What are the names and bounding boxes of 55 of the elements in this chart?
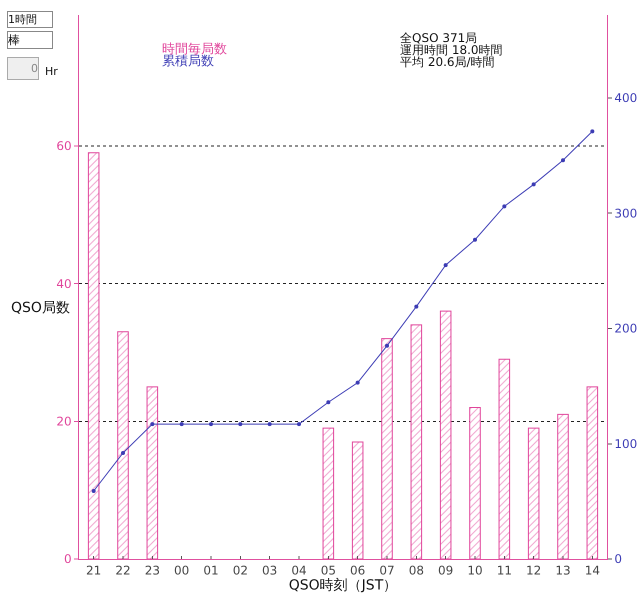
annotation: 全QSO 371局 — [400, 31, 478, 45]
y-tick-label: 60 — [56, 139, 72, 154]
x-tick-label: 00 — [174, 563, 190, 578]
point — [238, 422, 242, 426]
point — [502, 204, 506, 208]
point — [268, 422, 272, 426]
x-tick-label: 10 — [467, 563, 483, 578]
point — [561, 158, 565, 162]
point — [297, 422, 301, 426]
annotation: 平均 20.6局/時間 — [400, 55, 495, 69]
y-tick-label: 40 — [56, 276, 72, 291]
point — [180, 422, 184, 426]
point — [209, 422, 213, 426]
y2-tick-label: 100 — [614, 436, 638, 451]
y2-tick-label: 300 — [614, 206, 638, 220]
point — [121, 450, 125, 455]
point — [92, 489, 96, 493]
text: 1時間 — [8, 13, 37, 26]
x-tick-label: 12 — [526, 563, 542, 578]
x-tick-label: 22 — [115, 563, 131, 578]
y-tick-label: 0 — [64, 552, 72, 566]
x-axis-title: QSO時刻（JST） — [288, 577, 398, 594]
text: Hr — [45, 65, 58, 78]
x-tick-label: 21 — [86, 563, 102, 578]
x-tick-label: 09 — [438, 563, 454, 578]
x-tick-label: 05 — [320, 563, 336, 578]
point — [590, 129, 594, 134]
x-tick-label: 07 — [379, 563, 395, 578]
x-tick-label: 02 — [232, 563, 248, 578]
point — [356, 380, 360, 385]
point — [414, 304, 418, 309]
y2-tick-label: 400 — [614, 91, 638, 106]
x-tick-label: 14 — [584, 563, 600, 578]
annotation: 運用時間 18.0時間 — [400, 43, 503, 57]
text: 0 — [31, 62, 38, 75]
point — [532, 182, 536, 186]
y-tick-label: 20 — [56, 414, 72, 428]
y-axis-title: QSO局数 — [11, 300, 70, 316]
y2-tick-label: 200 — [614, 322, 638, 336]
x-tick-label: 11 — [496, 563, 512, 578]
x-tick-label: 13 — [555, 563, 571, 578]
point — [150, 422, 154, 426]
y2-tick-label: 0 — [614, 552, 622, 566]
point — [444, 263, 448, 268]
text: 棒 — [8, 33, 20, 47]
x-tick-label: 04 — [291, 563, 307, 578]
x-tick-label: 03 — [262, 563, 278, 578]
x-tick-label: 23 — [144, 563, 160, 578]
point — [326, 400, 330, 404]
x-tick-label: 01 — [203, 563, 219, 578]
point — [385, 344, 389, 348]
text: 累積局数 — [162, 54, 214, 69]
x-tick-label: 08 — [408, 563, 424, 578]
x-tick-label: 06 — [350, 563, 366, 578]
point — [473, 238, 477, 242]
